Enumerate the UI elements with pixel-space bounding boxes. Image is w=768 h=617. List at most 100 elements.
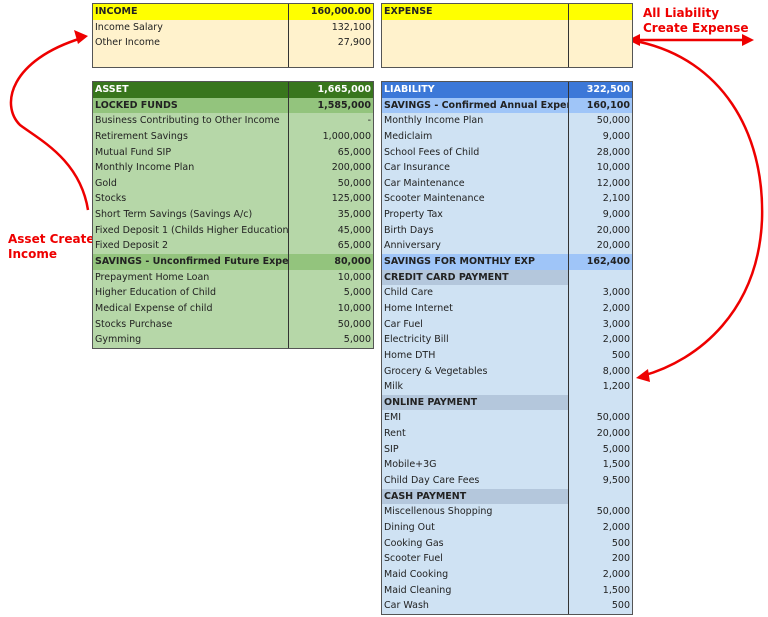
row-label: Home Internet [382, 300, 569, 317]
row-value: 20,000 [596, 224, 630, 236]
arrowhead-icon [636, 369, 650, 382]
row-label: Business Contributing to Other Income [93, 113, 289, 129]
table-row: Other Income 27,900 [93, 35, 373, 51]
row-label: Home DTH [382, 347, 569, 364]
row-value: 10,000 [337, 302, 371, 314]
row-label: Mobile+3G [382, 457, 569, 474]
income-table: INCOME 160,000.00 Income Salary 132,100 Oth… [92, 3, 374, 68]
row-value: 322,500 [586, 84, 630, 95]
row-value [569, 269, 632, 286]
row-label: Retirement Savings [93, 128, 289, 145]
row-label: Maid Cleaning [382, 582, 569, 599]
table-row: Scooter Fuel 200 [382, 551, 632, 567]
row-label: Dining Out [382, 519, 569, 536]
table-row: Mediclaim 9,000 [382, 128, 632, 145]
row-value: 65,000 [337, 240, 371, 252]
row-label: Stocks Purchase [93, 316, 289, 333]
row-value [569, 488, 632, 505]
row-label: Short Term Savings (Savings A/c) [93, 207, 289, 223]
table-row: Car Wash 500 [382, 598, 632, 614]
table-row: Short Term Savings (Savings A/c) 35,000 [93, 207, 373, 223]
asset-table: ASSET 1,665,000 LOCKED FUNDS 1,585,000 Busin… [92, 81, 374, 349]
asset-income-arrow [9, 36, 90, 211]
row-value: 162,400 [586, 256, 630, 268]
category-row: CREDIT CARD PAYMENT [382, 269, 632, 286]
row-value: 1,665,000 [317, 84, 372, 95]
row-value: 500 [611, 537, 630, 549]
row-value: 1,000,000 [322, 130, 371, 142]
row-value: 1,200 [602, 381, 630, 393]
row-label: Property Tax [382, 207, 569, 223]
row-value: 50,000 [337, 318, 371, 330]
row-value: 80,000 [334, 256, 371, 268]
row-value: 50,000 [596, 506, 630, 518]
row-label: Milk [382, 379, 569, 395]
row-value: 35,000 [337, 209, 371, 221]
row-value: 500 [611, 600, 630, 612]
table-row: Scooter Maintenance 2,100 [382, 191, 632, 208]
locked-funds-row: LOCKED FUNDS 1,585,000 [93, 97, 373, 114]
liability-header: LIABILITY 322,500 [382, 82, 632, 98]
table-row: Higher Education of Child 5,000 [93, 285, 373, 301]
row-value: 2,000 [602, 334, 630, 346]
row-value: 28,000 [596, 146, 630, 158]
table-row: Home Internet 2,000 [382, 300, 632, 317]
row-value [569, 394, 632, 411]
arrowhead-icon [74, 30, 88, 44]
row-label: Car Wash [382, 598, 569, 614]
row-label: Car Fuel [382, 316, 569, 333]
row-label: Maid Cooking [382, 566, 569, 583]
table-row: Income Salary 132,100 [93, 19, 373, 36]
table-row: Medical Expense of child 10,000 [93, 300, 373, 317]
table-row: EMI 50,000 [382, 410, 632, 427]
table-row: Child Care 3,000 [382, 285, 632, 301]
row-value: 5,000 [343, 287, 371, 299]
row-value: 3,000 [602, 318, 630, 330]
row-value: 132,100 [331, 21, 371, 33]
arrowhead-icon [628, 34, 640, 46]
row-label: Child Day Care Fees [382, 473, 569, 489]
row-label: Gymming [93, 332, 289, 348]
row-label: Mutual Fund SIP [93, 144, 289, 161]
row-label: Gold [93, 175, 289, 192]
row-label: Medical Expense of child [93, 300, 289, 317]
expense-table: EXPENSE [381, 3, 633, 68]
table-row: Maid Cooking 2,000 [382, 566, 632, 583]
unconfirmed-savings-row: SAVINGS - Unconfirmed Future Expenses 80,… [93, 254, 373, 270]
row-label: Rent [382, 426, 569, 442]
row-label: LIABILITY [382, 82, 569, 98]
annual-expense-row: SAVINGS - Confirmed Annual Expense 160,10… [382, 97, 632, 114]
table-row: Anniversary 20,000 [382, 238, 632, 255]
table-row: Prepayment Home Loan 10,000 [93, 269, 373, 286]
row-label: Scooter Maintenance [382, 191, 569, 208]
row-label: SAVINGS FOR MONTHLY EXP [382, 254, 569, 270]
table-row: Maid Cleaning 1,500 [382, 582, 632, 599]
table-row: Business Contributing to Other Income - [93, 113, 373, 129]
liability-curve-arrow [639, 40, 764, 378]
table-row: Fixed Deposit 1 (Childs Higher Education… [93, 222, 373, 239]
row-value: 2,000 [602, 521, 630, 533]
row-value: 200 [611, 553, 630, 565]
row-label: Stocks [93, 191, 289, 208]
table-row: Monthly Income Plan 200,000 [93, 160, 373, 176]
row-value: 10,000 [337, 271, 371, 283]
row-label: Electricity Bill [382, 332, 569, 348]
row-label: CASH PAYMENT [382, 488, 569, 505]
row-value: 2,000 [602, 302, 630, 314]
income-header: INCOME 160,000.00 [93, 4, 373, 20]
row-label: Anniversary [382, 238, 569, 255]
arrowhead-icon [742, 34, 754, 46]
row-label: SAVINGS - Unconfirmed Future Expenses [93, 254, 289, 270]
row-value: 50,000 [337, 177, 371, 189]
row-label: Birth Days [382, 222, 569, 239]
table-row: Grocery & Vegetables 8,000 [382, 363, 632, 380]
row-value: 10,000 [596, 162, 630, 174]
row-value: 9,000 [602, 209, 630, 221]
table-row: SIP 5,000 [382, 441, 632, 458]
row-value: 27,900 [337, 37, 371, 49]
table-row: Miscellenous Shopping 50,000 [382, 504, 632, 520]
table-row: Home DTH 500 [382, 347, 632, 364]
table-row: Mutual Fund SIP 65,000 [93, 144, 373, 161]
category-row: CASH PAYMENT [382, 488, 632, 505]
